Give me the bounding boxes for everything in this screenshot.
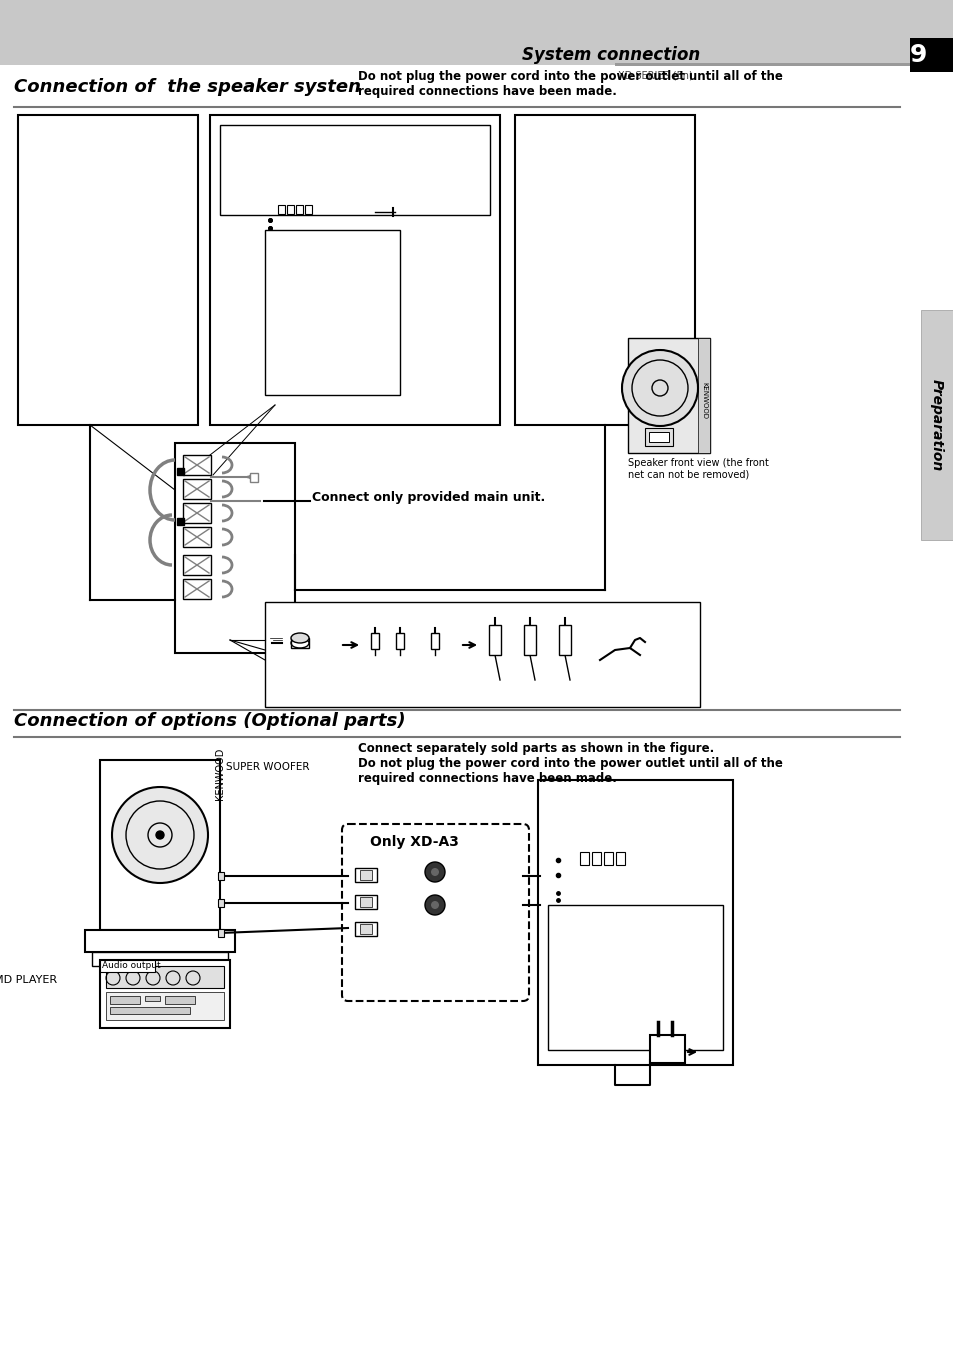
Bar	[100, 761, 220, 929]
Bar	[277, 205, 285, 213]
Bar	[359, 924, 372, 934]
Bar	[648, 432, 668, 442]
Text: Preparation: Preparation	[929, 378, 943, 471]
Bar	[698, 338, 709, 453]
Bar	[218, 929, 224, 938]
Bar	[177, 467, 184, 476]
Bar	[218, 898, 224, 907]
Text: SUPER WOOFER: SUPER WOOFER	[226, 762, 309, 771]
Bar	[110, 996, 140, 1004]
Bar	[489, 626, 500, 655]
Text: Only XD-A3: Only XD-A3	[370, 835, 458, 848]
Bar	[395, 634, 403, 648]
Text: KENWOOD: KENWOOD	[700, 381, 706, 419]
Text: Speaker front view (the front
net can not be removed): Speaker front view (the front net can no…	[627, 458, 768, 480]
Bar	[359, 870, 372, 880]
Bar	[523, 626, 536, 655]
Bar	[295, 205, 303, 213]
Bar	[183, 527, 211, 547]
Bar	[616, 852, 624, 865]
Text: Connection of  the speaker systen: Connection of the speaker systen	[14, 78, 360, 96]
Bar	[174, 443, 294, 653]
Bar	[218, 871, 224, 880]
Bar	[515, 115, 695, 426]
Bar	[91, 952, 228, 966]
Bar	[355, 894, 376, 909]
Bar	[100, 961, 154, 971]
Bar	[0, 0, 953, 65]
Circle shape	[431, 867, 438, 875]
Bar	[359, 897, 372, 907]
Bar	[920, 309, 953, 540]
Bar	[371, 634, 378, 648]
Bar	[644, 428, 672, 446]
Bar	[355, 867, 376, 882]
Bar	[177, 517, 184, 526]
Bar	[579, 852, 588, 865]
Text: 9: 9	[909, 43, 926, 68]
Text: Audio output: Audio output	[102, 961, 160, 970]
Bar	[220, 126, 490, 215]
Bar	[85, 929, 234, 952]
Bar	[183, 555, 211, 576]
Circle shape	[156, 831, 164, 839]
Bar	[592, 852, 600, 865]
Circle shape	[424, 862, 444, 882]
Bar	[558, 626, 571, 655]
Text: Do not plug the power cord into the power outlet until all of the
required conne: Do not plug the power cord into the powe…	[357, 70, 782, 99]
Bar	[183, 455, 211, 476]
Text: Connect only provided main unit.: Connect only provided main unit.	[312, 492, 545, 504]
Bar	[627, 338, 709, 453]
FancyBboxPatch shape	[341, 824, 529, 1001]
Circle shape	[112, 788, 208, 884]
Bar	[431, 634, 438, 648]
Bar	[287, 205, 294, 213]
Ellipse shape	[291, 634, 309, 643]
Bar	[265, 603, 700, 707]
Bar	[265, 230, 399, 394]
Bar	[100, 961, 230, 1028]
Bar	[649, 1035, 684, 1063]
Bar	[250, 473, 257, 482]
Text: System connection: System connection	[521, 46, 700, 63]
Bar	[210, 115, 499, 426]
Text: KENWOOD: KENWOOD	[214, 747, 225, 800]
Bar	[110, 1006, 190, 1015]
Bar	[547, 905, 722, 1050]
Bar	[615, 63, 909, 66]
Bar	[537, 780, 732, 1065]
Bar	[183, 480, 211, 499]
Bar	[909, 38, 953, 72]
Text: MD PLAYER: MD PLAYER	[0, 975, 57, 985]
Bar	[165, 996, 194, 1004]
Text: XD SERIES (En): XD SERIES (En)	[618, 70, 692, 80]
Bar	[355, 921, 376, 936]
Bar	[183, 580, 211, 598]
Circle shape	[424, 894, 444, 915]
Bar	[603, 852, 613, 865]
Bar	[145, 996, 160, 1001]
Text: Connect separately sold parts as shown in the figure.
Do not plug the power cord: Connect separately sold parts as shown i…	[357, 742, 782, 785]
Bar	[106, 966, 224, 988]
Bar	[305, 205, 312, 213]
Text: Connection of options (Optional parts): Connection of options (Optional parts)	[14, 712, 405, 730]
Bar	[291, 638, 309, 648]
Bar	[18, 115, 198, 426]
Bar	[106, 992, 224, 1020]
Bar	[183, 503, 211, 523]
Circle shape	[431, 901, 438, 909]
Circle shape	[621, 350, 698, 426]
